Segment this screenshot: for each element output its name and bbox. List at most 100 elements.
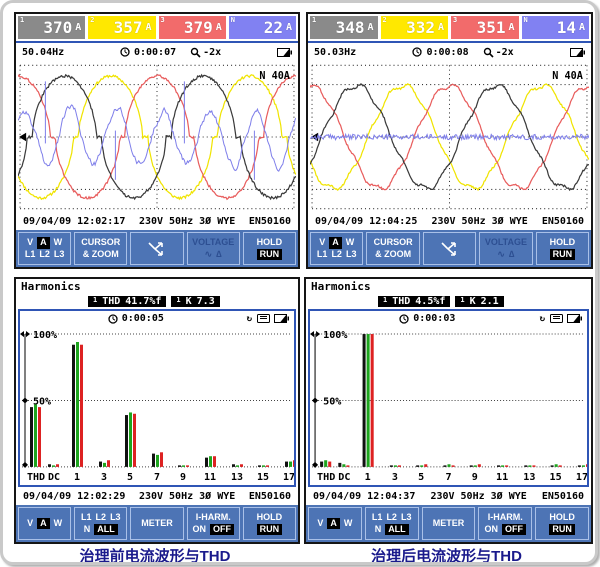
softkey-row: N ALL xyxy=(84,523,118,536)
range-label: N 40A xyxy=(552,70,583,82)
x-axis-label-17: 17 xyxy=(283,472,294,483)
x-axis-label-3: 3 xyxy=(101,472,107,483)
softkey-hold-run[interactable]: HOLD RUN xyxy=(535,232,590,265)
channel-value: 351 xyxy=(476,18,506,37)
softkey-label: ∿ xyxy=(497,248,505,259)
harmonic-bar-l2-7 xyxy=(447,464,451,467)
harmonic-bar-l2-5 xyxy=(129,412,132,467)
softkey-meter[interactable]: METER xyxy=(421,507,476,540)
softkey-row: I-HARM. xyxy=(488,512,523,524)
battery-icon xyxy=(567,314,583,323)
channel-unit: A xyxy=(285,22,292,33)
harmonic-bar-l3-15 xyxy=(558,465,562,467)
scope-softkey-bar: V A W L1 L2 L3 CURSOR & ZOOM VOLTAGE ∿ ∆ HOLD RUN xyxy=(16,230,298,267)
softkey-label: L1 xyxy=(24,248,36,259)
harmonic-bar-l3-5 xyxy=(133,413,136,467)
x-axis-label-1: 1 xyxy=(74,472,80,483)
clock-icon xyxy=(412,47,423,57)
harmonic-bar-l1-dc xyxy=(338,462,342,467)
softkey-hold-run[interactable]: HOLD RUN xyxy=(535,507,589,540)
harmonics-status-mains: 230V 50Hz 3Ø WYE xyxy=(138,491,236,502)
softkey-meter[interactable]: METER xyxy=(130,507,184,540)
softkey-cursor-zoom[interactable]: CURSOR & ZOOM xyxy=(366,232,420,265)
harmonic-bar-l2-1 xyxy=(76,342,79,467)
harmonic-bar-l3-1 xyxy=(80,344,83,467)
harmonics-status-datetime: 09/04/09 12:02:29 xyxy=(23,491,126,502)
harmonics-readout-bar: 1 THD 4.5%f 1 K 2.1 xyxy=(306,296,591,309)
scope-status-datetime: 09/04/09 12:04:25 xyxy=(315,216,418,227)
harmonic-bar-l2-13 xyxy=(236,465,239,467)
softkey-hold-run[interactable]: HOLD RUN xyxy=(242,507,297,540)
harmonics-readout-bar: 1 THD 41.7%f 1 K 7.3 xyxy=(16,296,298,309)
move-arrows-icon xyxy=(440,241,456,256)
harmonic-bar-l3-11 xyxy=(213,456,216,467)
softkey-i-harm[interactable]: I-HARM. ON OFF xyxy=(186,507,240,540)
x-axis-label-thd: THD xyxy=(27,472,45,483)
softkey-row: VOLTAGE xyxy=(485,237,527,249)
harmonic-bar-l1-3 xyxy=(99,461,102,467)
harmonic-bar-l2-15 xyxy=(554,464,558,467)
softkey-label: L2 xyxy=(39,248,50,259)
softkey-row: HOLD xyxy=(550,237,576,249)
softkey-row: VOLTAGE xyxy=(192,237,234,249)
softkey-label: ON xyxy=(484,523,499,534)
harmonics-bar-chart: 100% 50% THD DC 1 3 5 7 9 11 13 15 17 xyxy=(310,326,587,485)
channel-readout-header: 1 348 A 2 332 A 3 351 A N 14 A xyxy=(308,14,591,43)
harmonic-bar-l3-17 xyxy=(585,464,587,467)
channel-unit: A xyxy=(578,22,585,33)
readout-channel: 1 xyxy=(383,296,388,304)
battery-icon xyxy=(570,47,585,57)
wave-neutral xyxy=(310,132,589,142)
channel-readout-n: N 14 A xyxy=(521,16,589,39)
softkey-label: I-HARM. xyxy=(487,511,523,522)
softkey-label: W xyxy=(53,517,63,528)
wave-neutral xyxy=(18,104,296,172)
softkey-i-harm[interactable]: I-HARM. ON OFF xyxy=(478,507,533,540)
softkey-label: L3 xyxy=(400,511,412,522)
softkey-row: CURSOR xyxy=(374,237,413,249)
softkey-row: & ZOOM xyxy=(375,249,411,261)
wave-a-l1 xyxy=(18,73,296,201)
softkey-phase-select[interactable]: L1 L2 L3 N ALL xyxy=(364,507,419,540)
softkey-label: CURSOR xyxy=(81,236,121,247)
x-axis-label-13: 13 xyxy=(523,472,535,483)
harmonic-bar-l2-11 xyxy=(209,456,212,467)
channel-number-label: 1 xyxy=(312,16,317,24)
elapsed-timer: 0:00:07 xyxy=(133,46,177,58)
softkey-move[interactable] xyxy=(422,232,477,265)
harmonics-info-row: 0:00:05 ↻ xyxy=(20,311,294,326)
softkey-cursor-zoom[interactable]: CURSOR & ZOOM xyxy=(74,232,128,265)
harmonic-bar-l3-15 xyxy=(266,465,269,467)
softkey-voltage[interactable]: VOLTAGE ∿ ∆ xyxy=(186,232,240,265)
elapsed-timer: 0:00:05 xyxy=(121,313,164,324)
caption-after: 治理后电流波形与THD xyxy=(371,548,522,565)
magnifier-icon xyxy=(190,47,201,58)
softkey-label: METER xyxy=(432,517,465,528)
harmonic-bar-l3-dc xyxy=(56,464,59,467)
channel-number-label: 3 xyxy=(453,16,458,24)
harmonic-bar-l1-15 xyxy=(258,465,261,467)
readout-value: 4.5%f xyxy=(415,296,446,307)
move-arrows-icon xyxy=(148,241,163,256)
softkey-move[interactable] xyxy=(130,232,184,265)
harmonic-bar-l2-17 xyxy=(289,461,292,467)
softkey-phase-select[interactable]: L1 L2 L3 N ALL xyxy=(74,507,128,540)
readout-k: 1 K 2.1 xyxy=(455,296,504,307)
readout-label: K xyxy=(185,296,192,307)
softkey-hold-run[interactable]: HOLD RUN xyxy=(242,232,297,265)
channel-number-label: 3 xyxy=(160,16,165,24)
battery-icon xyxy=(277,47,292,57)
softkey-row: RUN xyxy=(256,248,283,261)
harmonic-bar-l1-17 xyxy=(577,465,581,467)
softkey-vaw-phases[interactable]: V A W L1 L2 L3 xyxy=(18,232,72,265)
softkey-label: METER xyxy=(141,517,173,528)
softkey-label: V xyxy=(27,236,34,247)
softkey-label: V xyxy=(27,517,34,528)
readout-label: THD xyxy=(102,296,121,307)
softkey-voltage[interactable]: VOLTAGE ∿ ∆ xyxy=(479,232,533,265)
softkey-vaw-phases[interactable]: V A W L1 L2 L3 xyxy=(310,232,364,265)
softkey-label: VOLTAGE xyxy=(484,236,527,247)
